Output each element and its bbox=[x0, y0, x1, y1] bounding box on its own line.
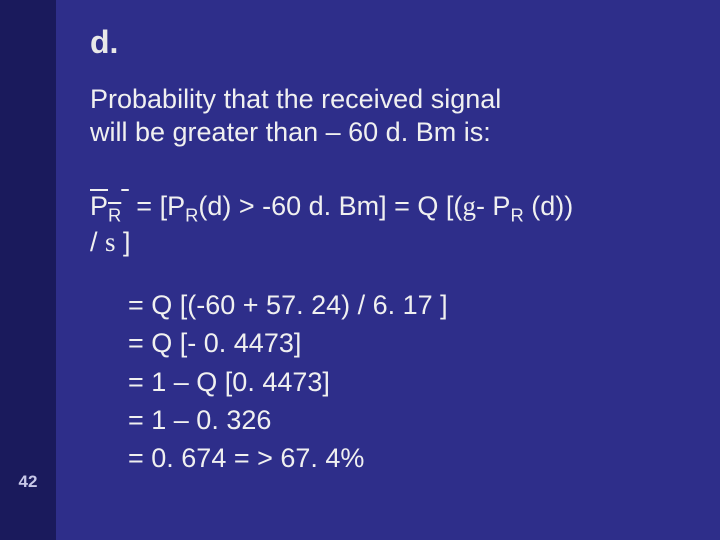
eq-line2a: / bbox=[90, 227, 105, 257]
eq-lhs-sub: R bbox=[108, 204, 121, 225]
eq-part1f: (d)) bbox=[524, 191, 574, 221]
eq-part1d: - P bbox=[476, 191, 511, 221]
left-rail: 42 bbox=[0, 0, 56, 540]
eq-part1b-sub: R bbox=[185, 204, 198, 225]
eq-part1c: (d) > -60 d. Bm] = Q [( bbox=[198, 191, 462, 221]
slide-body: d. Probability that the received signal … bbox=[56, 0, 720, 540]
calculation-steps: = Q [(-60 + 57. 24) / 6. 17 ] = Q [- 0. … bbox=[90, 286, 690, 478]
calc-step: = Q [- 0. 4473] bbox=[128, 324, 690, 362]
sigma-symbol: s bbox=[105, 227, 116, 257]
page-number: 42 bbox=[0, 472, 56, 492]
intro-line-1: Probability that the received signal bbox=[90, 84, 501, 114]
calc-step: = Q [(-60 + 57. 24) / 6. 17 ] bbox=[128, 286, 690, 324]
eq-lhs: PR bbox=[90, 191, 129, 221]
intro-line-2: will be greater than – 60 d. Bm is: bbox=[90, 117, 491, 147]
slide-heading: d. bbox=[90, 24, 690, 61]
calc-step: = 0. 674 = > 67. 4% bbox=[128, 439, 690, 477]
intro-text: Probability that the received signal wil… bbox=[90, 83, 690, 149]
eq-part1a: = [P bbox=[129, 191, 185, 221]
calc-step: = 1 – Q [0. 4473] bbox=[128, 363, 690, 401]
eq-part1e-sub: R bbox=[510, 204, 523, 225]
main-equation: PR = [PR(d) > -60 d. Bm] = Q [(g- PR (d)… bbox=[90, 189, 690, 260]
calc-step: = 1 – 0. 326 bbox=[128, 401, 690, 439]
gamma-symbol: g bbox=[462, 191, 476, 221]
eq-line2b: ] bbox=[116, 227, 131, 257]
eq-lhs-base: P bbox=[90, 191, 108, 221]
